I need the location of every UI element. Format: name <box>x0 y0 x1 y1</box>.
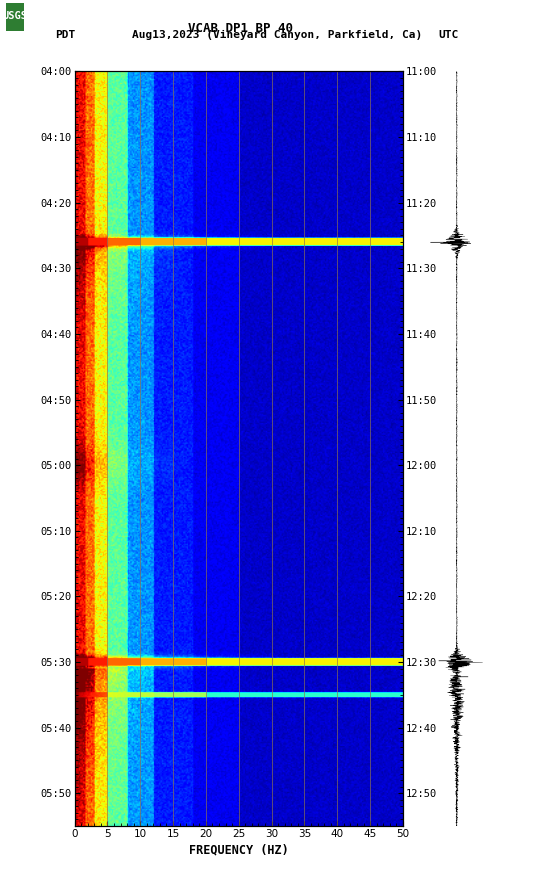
Text: VCAB DP1 BP 40: VCAB DP1 BP 40 <box>188 21 293 35</box>
Text: USGS: USGS <box>2 12 28 21</box>
Text: Aug13,2023 (Vineyard Canyon, Parkfield, Ca): Aug13,2023 (Vineyard Canyon, Parkfield, … <box>132 30 423 40</box>
Text: UTC: UTC <box>439 30 459 40</box>
X-axis label: FREQUENCY (HZ): FREQUENCY (HZ) <box>189 843 289 856</box>
Text: PDT: PDT <box>55 30 76 40</box>
FancyBboxPatch shape <box>6 4 24 30</box>
